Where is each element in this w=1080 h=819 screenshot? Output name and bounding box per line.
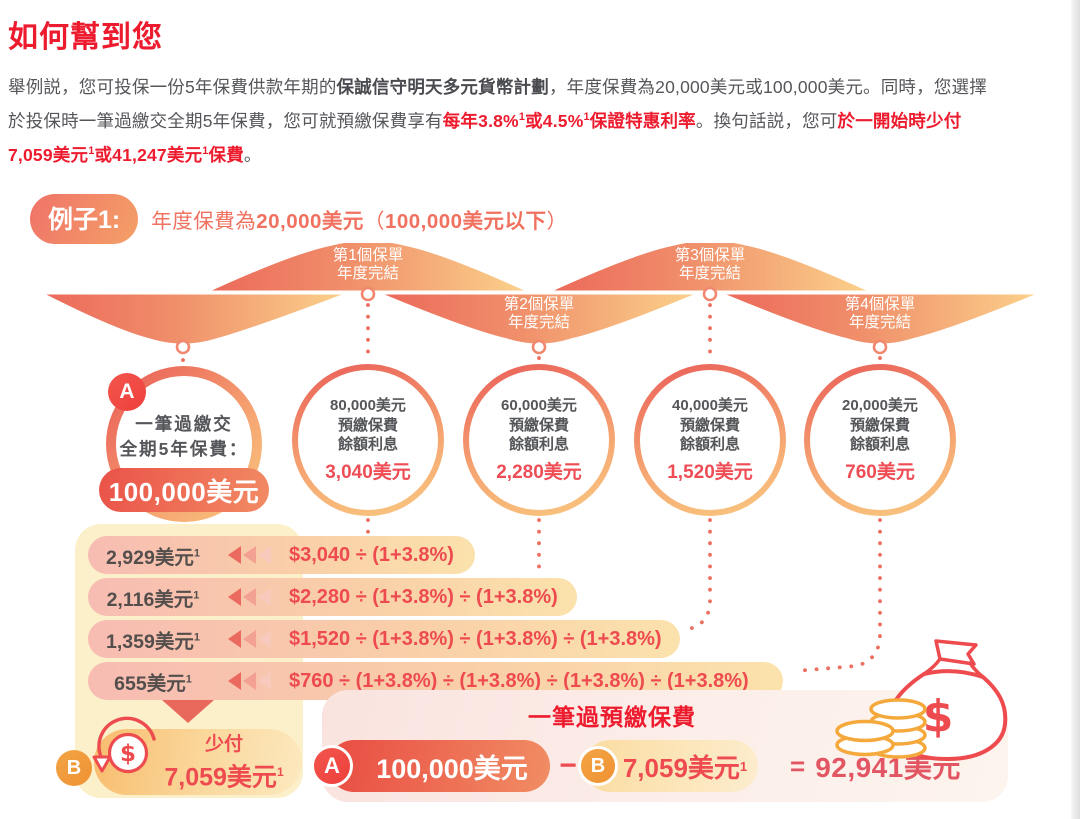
page-edge-shadow [1071,0,1080,819]
row-formula: $760 ÷ (1+3.8%) ÷ (1+3.8%) ÷ (1+3.8%) ÷ … [289,669,749,692]
row-formula: $3,040 ÷ (1+3.8%) [289,543,454,566]
minus-sign: − [559,749,577,782]
summary-amount-a-pill: 100,000美元 [328,740,550,792]
prepayment-diagram: 第1個保單 年度完結 第2個保單 年度完結 第3個保單 年度完結 第4個保單 年… [0,243,1080,819]
row-amount: 2,116美元1 [106,588,200,611]
ribbon-dip-start [38,291,352,347]
milestone-label-year4: 第4個保單 年度完結 [844,296,916,331]
dotted-connectors [181,303,882,673]
page-title: 如何幫到您 [8,21,163,54]
badge-b: B [56,750,92,786]
money-back-icon: $ [92,716,156,774]
discount-row-1: 2,929美元1 $3,040 ÷ (1+3.8%) [88,536,475,574]
lump-sum-line1: 一筆過繳交 [135,414,233,434]
intro-paragraph: 舉例説，您可投保一份5年保費供款年期的保誠信守明天多元貨幣計劃，年度保費為20,… [8,77,987,165]
row-formula: $1,520 ÷ (1+3.8%) ÷ (1+3.8%) ÷ (1+3.8%) [289,627,662,650]
dollar-sign: $ [923,691,954,742]
interest-circle-4: 20,000美元 預繳保費 餘額利息 760美元 [804,364,956,516]
interest-amount-4: 760美元 [845,461,915,483]
discount-row-2: 2,116美元1 $2,280 ÷ (1+3.8%) ÷ (1+3.8%) [88,578,577,616]
left-arrows-icon [228,630,273,648]
summary-badge-b: B [578,746,618,786]
left-arrows-icon [228,546,273,564]
row-formula: $2,280 ÷ (1+3.8%) ÷ (1+3.8%) [289,585,558,608]
interest-amount-3: 1,520美元 [667,461,753,483]
money-bag-icon: $ [835,639,1008,761]
savings-amount: 7,059美元1 [164,763,284,792]
discount-rows: 2,929美元1 $3,040 ÷ (1+3.8%) 2,116美元1 $2,2… [88,536,783,704]
row-amount: 1,359美元1 [106,630,200,653]
interest-amount-2: 2,280美元 [496,461,582,483]
milestone-label-year3: 第3個保單 年度完結 [674,247,746,282]
down-arrow-icon [162,700,214,723]
interest-amount-1: 3,040美元 [325,461,411,483]
ribbon-peak-year1 [203,243,533,294]
summary-badge-a: A [311,745,353,787]
coins-icon [835,698,927,759]
ribbon-peak-year3 [545,243,875,294]
milestone-markers [175,286,888,355]
badge-a: A [108,373,146,411]
summary-amount-b-pill: 7,059美元 1 [584,740,758,792]
milestone-label-year2: 第2個保單 年度完結 [503,296,575,331]
summary-panel: 一筆過預繳保費 100,000美元 A − 7,059美元 1 B = 92,94… [311,690,1008,802]
lump-sum-circle: 一筆過繳交 全期5年保費： A 100,000美元 [99,366,269,522]
example-1-badge: 例子1: [30,194,139,244]
lump-sum-amount-pill: 100,000美元 [99,468,269,512]
row-amount: 2,929美元1 [106,546,200,569]
example-header: 例子1: 年度保費為20,000美元（100,000美元以下） [30,194,568,244]
timeline-ribbon-graphic [38,243,1044,673]
svg-text:$: $ [120,741,136,767]
discount-row-3: 1,359美元1 $1,520 ÷ (1+3.8%) ÷ (1+3.8%) ÷ … [88,620,680,658]
summary-title: 一筆過預繳保費 [528,704,696,730]
interest-circle-3: 40,000美元 預繳保費 餘額利息 1,520美元 [634,364,786,516]
lump-sum-line2: 全期5年保費： [119,439,249,459]
interest-circle-1: 80,000美元 預繳保費 餘額利息 3,040美元 [292,364,444,516]
milestone-label-year1: 第1個保單 年度完結 [332,247,404,282]
example-subtitle: 年度保費為20,000美元（100,000美元以下） [151,210,568,233]
left-arrows-icon [228,588,273,606]
savings-label: 少付 [204,734,243,755]
left-arrows-icon [228,672,273,690]
row-amount: 655美元1 [114,672,192,695]
equals-sign: = [790,750,806,781]
interest-circle-2: 60,000美元 預繳保費 餘額利息 2,280美元 [463,364,615,516]
